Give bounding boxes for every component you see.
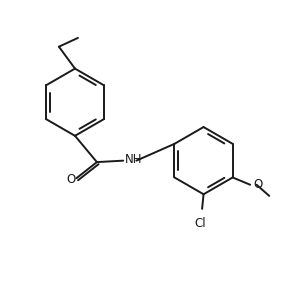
- Text: O: O: [254, 178, 263, 191]
- Text: O: O: [67, 173, 76, 186]
- Text: Cl: Cl: [195, 217, 206, 230]
- Text: NH: NH: [125, 153, 142, 166]
